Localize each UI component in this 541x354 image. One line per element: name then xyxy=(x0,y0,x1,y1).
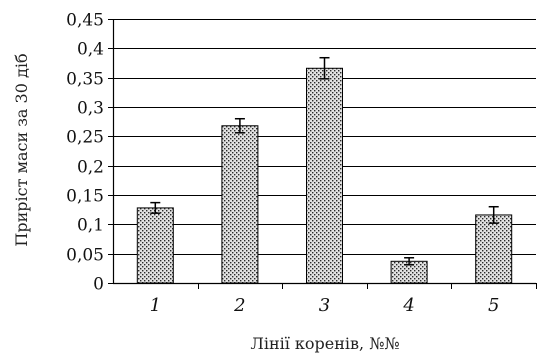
x-tick-labels: 1 2 3 4 5 xyxy=(150,295,500,316)
y-tick-labels: 0 0,05 0,1 0,15 0,2 0,25 0,3 0,35 0,4 0,45 xyxy=(66,11,104,295)
y-tick-label: 0,35 xyxy=(66,70,104,90)
y-tick-label: 0,3 xyxy=(77,99,104,119)
y-tick-label: 0,05 xyxy=(66,246,104,266)
bar xyxy=(306,67,343,284)
x-tick-label: 1 xyxy=(150,295,161,316)
bar xyxy=(221,125,259,284)
bar xyxy=(475,214,513,284)
y-tick-label: 0,1 xyxy=(77,216,104,236)
y-axis-title: Приріст маси за 30 діб xyxy=(12,53,31,246)
y-tick-label: 0,2 xyxy=(77,158,104,178)
x-tick-label: 5 xyxy=(488,295,499,316)
y-tick-label: 0,15 xyxy=(66,187,104,207)
y-tick-label: 0,45 xyxy=(66,11,104,31)
bars xyxy=(136,67,513,284)
bar xyxy=(136,207,174,284)
x-axis-title: Лінії коренів, №№ xyxy=(250,334,399,353)
y-tick-label: 0,25 xyxy=(66,128,104,148)
y-tick-label: 0 xyxy=(93,275,104,295)
error-bars xyxy=(150,56,499,266)
axes xyxy=(108,19,537,289)
x-tick-label: 2 xyxy=(233,295,245,316)
x-tick-label: 4 xyxy=(402,295,414,316)
x-tick-label: 3 xyxy=(319,295,330,316)
y-tick-label: 0,4 xyxy=(77,40,104,60)
